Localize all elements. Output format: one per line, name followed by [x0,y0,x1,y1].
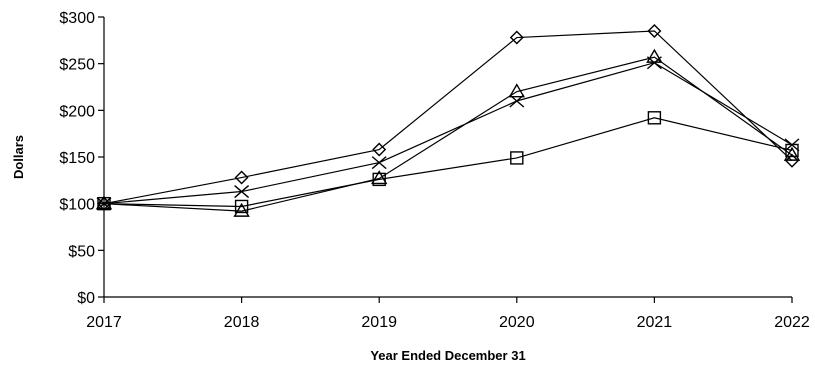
x-tick-label: 2022 [774,314,810,331]
x-tick-label: 2018 [224,314,260,331]
series-x [96,56,800,211]
series-diamond [97,24,799,211]
data-point-square [372,172,386,187]
data-point-diamond [509,30,524,45]
data-point-diamond [372,142,387,157]
data-point-diamond [785,153,799,168]
y-axis-title: Dollars [11,135,26,179]
data-point-diamond [647,24,662,38]
x-axis-ticks: 2017 2018 2019 2020 2021 2022 [86,297,810,331]
data-point-triangle [508,83,526,98]
data-point-triangle [95,195,113,210]
x-axis-title: Year Ended December 31 [370,348,525,363]
y-tick-label: $0 [77,290,95,307]
series-line-triangle [103,56,793,212]
series-line-x [103,62,793,205]
y-tick-label: $300 [59,10,95,27]
series-square [97,111,799,214]
data-point-square [97,196,111,211]
series-triangle [95,48,801,217]
data-point-diamond [234,170,249,185]
y-tick-label: $250 [59,57,95,74]
y-tick-label: $200 [59,103,95,120]
data-point-square [510,151,524,165]
y-tick-label: $100 [59,197,95,214]
y-tick-label: $150 [59,150,95,167]
y-axis-ticks: $0 $50 $100 $150 $200 $250 $300 [59,10,104,307]
x-tick-label: 2017 [86,314,122,331]
data-point-square [647,111,662,125]
x-tick-label: 2020 [499,314,535,331]
y-tick-label: $50 [68,243,95,260]
series-line-square [103,117,793,208]
data-point-square [234,199,249,214]
data-point-triangle [646,48,663,63]
data-point-triangle [783,146,801,161]
x-tick-label: 2021 [637,314,673,331]
data-point-triangle [370,170,388,185]
series-line-diamond [103,30,793,205]
data-point-square [785,143,799,158]
data-point-x [234,185,250,199]
data-point-triangle [233,202,250,217]
x-tick-label: 2019 [361,314,397,331]
data-point-x [371,156,387,170]
series-layer [95,24,801,217]
